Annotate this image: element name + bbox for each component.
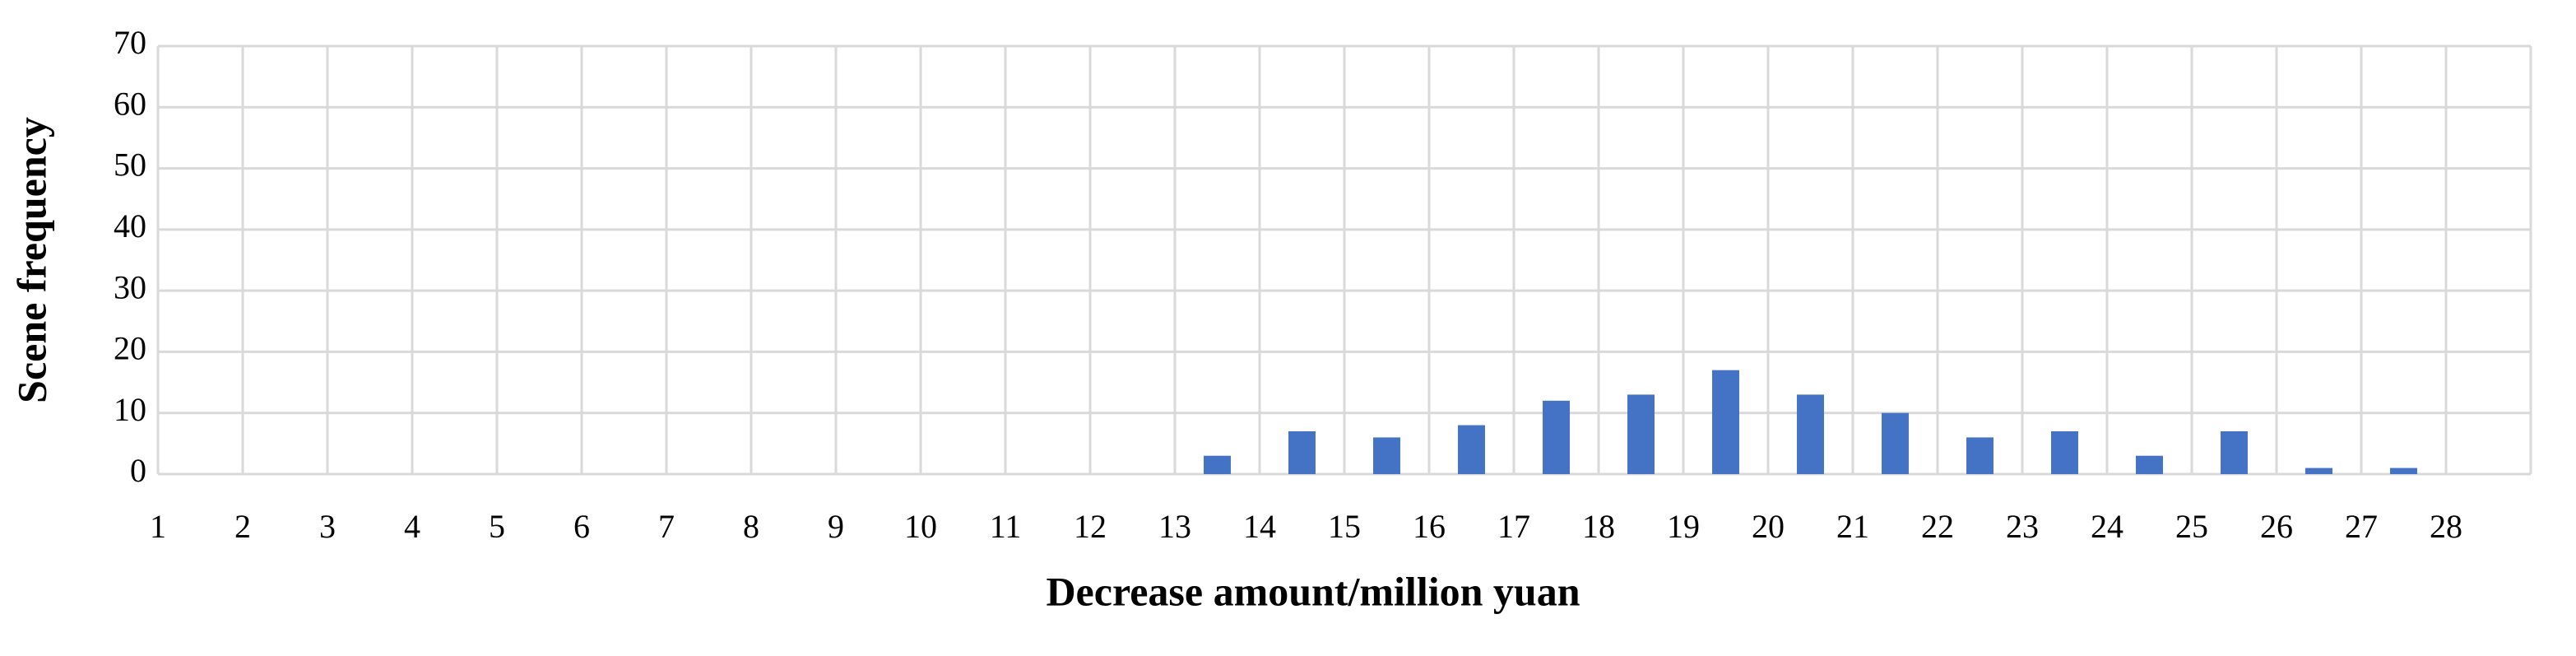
bar bbox=[1966, 437, 1993, 474]
y-tick-label: 10 bbox=[114, 391, 146, 428]
x-tick-label: 28 bbox=[2430, 508, 2462, 545]
x-tick-label: 26 bbox=[2260, 508, 2293, 545]
y-tick-label: 40 bbox=[114, 207, 146, 244]
x-axis-title: Decrease amount/million yuan bbox=[1046, 568, 1580, 614]
x-tick-label: 17 bbox=[1497, 508, 1530, 545]
bar bbox=[1882, 412, 1909, 474]
bar bbox=[1204, 455, 1231, 474]
x-tick-label: 20 bbox=[1752, 508, 1785, 545]
bar bbox=[1458, 425, 1485, 474]
bar bbox=[2305, 468, 2332, 474]
y-tick-label: 50 bbox=[114, 147, 146, 184]
x-tick-label: 3 bbox=[319, 508, 336, 545]
x-tick-label: 27 bbox=[2345, 508, 2378, 545]
x-tick-label: 25 bbox=[2175, 508, 2208, 545]
y-tick-label: 30 bbox=[114, 268, 146, 305]
x-tick-label: 5 bbox=[489, 508, 505, 545]
x-tick-label: 12 bbox=[1074, 508, 1107, 545]
y-tick-label: 0 bbox=[130, 452, 146, 489]
bar bbox=[2051, 431, 2078, 474]
bar bbox=[2221, 431, 2248, 474]
x-tick-label: 2 bbox=[234, 508, 251, 545]
y-tick-label: 60 bbox=[114, 85, 146, 122]
x-tick-label: 1 bbox=[150, 508, 166, 545]
bar bbox=[1288, 431, 1316, 474]
x-tick-label: 23 bbox=[2006, 508, 2039, 545]
x-tick-label: 4 bbox=[404, 508, 420, 545]
x-tick-label: 18 bbox=[1582, 508, 1615, 545]
bar bbox=[1797, 394, 1824, 474]
x-tick-label: 11 bbox=[990, 508, 1022, 545]
y-tick-label: 70 bbox=[114, 24, 146, 61]
y-axis-title: Scene frequency bbox=[8, 117, 54, 403]
x-tick-label: 15 bbox=[1328, 508, 1361, 545]
bar bbox=[1627, 394, 1655, 474]
x-tick-label: 21 bbox=[1836, 508, 1869, 545]
x-tick-label: 6 bbox=[573, 508, 590, 545]
x-tick-label: 13 bbox=[1158, 508, 1191, 545]
bar bbox=[2390, 468, 2417, 474]
bar bbox=[1543, 400, 1570, 474]
x-tick-label: 8 bbox=[743, 508, 759, 545]
x-tick-label: 7 bbox=[658, 508, 675, 545]
x-tick-label: 19 bbox=[1667, 508, 1700, 545]
x-tick-label: 9 bbox=[828, 508, 844, 545]
y-tick-label: 20 bbox=[114, 330, 146, 367]
x-tick-label: 16 bbox=[1413, 508, 1446, 545]
bar bbox=[2136, 455, 2163, 474]
x-tick-label: 24 bbox=[2091, 508, 2123, 545]
x-tick-label: 14 bbox=[1243, 508, 1276, 545]
x-tick-label: 10 bbox=[904, 508, 937, 545]
bar bbox=[1712, 370, 1739, 474]
x-tick-label: 22 bbox=[1921, 508, 1954, 545]
bar bbox=[1373, 437, 1400, 474]
